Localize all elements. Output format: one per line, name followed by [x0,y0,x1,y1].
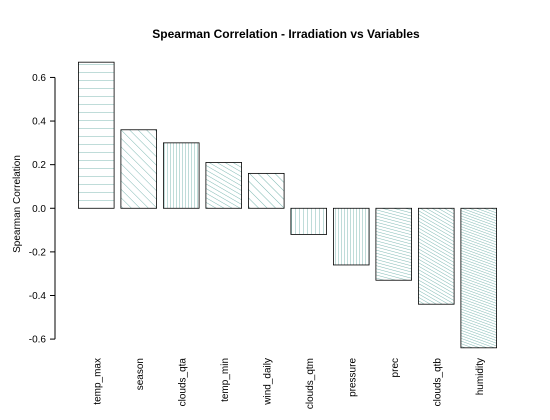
bar-clouds-qtb [417,207,455,305]
y-axis-label: Spearman Correlation [12,155,23,253]
y-tick-label: 0.4 [32,117,46,128]
y-tick-label: -0.2 [29,247,47,258]
x-tick-label: season [135,358,146,390]
x-tick-label: clouds_qta [177,358,188,407]
bar-humidity [460,207,497,349]
y-tick-label: 0.0 [32,204,46,215]
bar-prec [375,207,412,281]
x-tick-label: wind_daily [262,358,273,406]
bars [78,61,497,349]
bar-wind-daily [247,172,285,209]
y-tick-label: -0.6 [29,335,47,346]
x-tick-label: clouds_qtb [432,358,443,407]
x-tick-label: clouds_qtm [305,358,316,409]
bar-season [120,129,158,209]
bar-clouds-qta [162,142,200,209]
x-tick-labels: temp_max season clouds_qta temp_min wind_dai… [92,358,486,410]
y-axis: 0.6 0.4 0.2 0.0 -0.2 -0.4 -0.6 [29,73,56,346]
bar-pressure [332,207,370,266]
x-tick-label: prec [390,358,401,377]
x-tick-label: humidity [475,358,486,395]
bar-temp-min [205,162,242,209]
x-tick-label: pressure [347,358,358,397]
bar-temp-max [78,61,115,209]
x-tick-label: temp_min [220,358,231,402]
bar-clouds-qtm [290,207,327,235]
x-tick-label: temp_max [92,358,103,405]
chart-title: Spearman Correlation - Irradiation vs Va… [152,27,420,41]
y-tick-label: 0.6 [32,73,46,84]
y-tick-label: 0.2 [32,160,46,171]
y-tick-label: -0.4 [29,291,47,302]
